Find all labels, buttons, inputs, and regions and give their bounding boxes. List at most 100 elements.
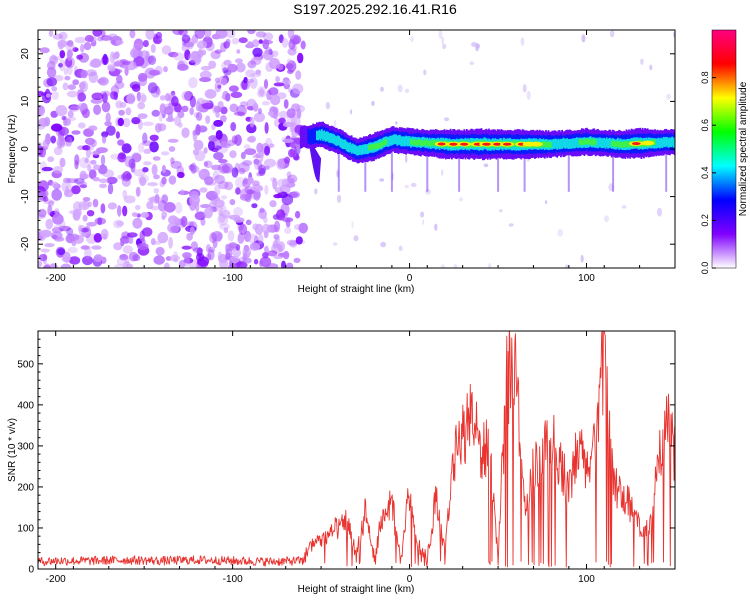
noise-blob [247, 60, 257, 69]
noise-blob [231, 167, 239, 178]
noise-blob [243, 76, 248, 84]
noise-blob [88, 71, 99, 84]
noise-blob [81, 108, 90, 119]
ridge-cyan [659, 138, 661, 149]
ridge-green [376, 143, 379, 150]
ridge-streak [567, 149, 570, 192]
noise-blob [218, 214, 226, 223]
ridge-cyan [354, 144, 357, 154]
noise-blob [180, 189, 185, 196]
noise-blob [135, 204, 141, 211]
ridge-green [623, 141, 625, 148]
noise-blob [189, 194, 201, 207]
noise-blob [44, 263, 51, 268]
faint-speckle [610, 30, 615, 38]
faint-speckle [350, 109, 353, 115]
noise-blob [89, 60, 101, 68]
faint-speckle [398, 245, 403, 251]
noise-blob [276, 209, 286, 221]
noise-blob [262, 101, 270, 106]
noise-blob [38, 180, 49, 192]
noise-blob [161, 176, 167, 185]
noise-blob [242, 246, 252, 258]
noise-blob [44, 116, 51, 127]
noise-blob [129, 30, 136, 39]
noise-blob [287, 30, 295, 40]
noise-blob [84, 34, 94, 43]
noise-blob [292, 155, 300, 161]
noise-blob [149, 141, 159, 153]
colorbar: 0.0 0.2 0.4 0.6 0.8 Normalized spectral ampl… [700, 29, 749, 274]
ridge-green [368, 144, 370, 151]
ridge-cyan [555, 138, 557, 149]
ridge-green [613, 141, 615, 147]
ridge-cyan [344, 139, 347, 149]
faint-speckle [483, 163, 489, 168]
noise-blob [68, 256, 81, 265]
noise-blob [247, 233, 258, 244]
noise-blob [121, 177, 131, 187]
noise-blob [93, 164, 100, 171]
ridge-green [375, 143, 378, 149]
noise-blob [155, 246, 165, 256]
noise-blob [255, 69, 262, 75]
noise-blob [199, 70, 212, 79]
noise-blob [142, 40, 149, 48]
noise-blob [142, 132, 148, 144]
ridge-cyan [348, 143, 350, 153]
noise-blob [148, 55, 157, 66]
faint-speckle [499, 209, 503, 213]
ridge-cyan [558, 139, 561, 150]
noise-blob [168, 146, 176, 152]
noise-blob [77, 92, 86, 102]
ridge-green [433, 140, 436, 146]
noise-blob [50, 54, 57, 64]
noise-blob [133, 169, 146, 177]
noise-blob [278, 110, 289, 119]
spectrogram-ytick-label: -10 [20, 189, 31, 204]
noise-blob [255, 31, 267, 38]
noise-blob [204, 89, 217, 99]
noise-blob [159, 103, 166, 115]
noise-blob [52, 166, 64, 174]
noise-blob [141, 227, 153, 237]
noise-blob [237, 232, 245, 244]
noise-blob [278, 117, 286, 124]
ridge-cyan [407, 136, 410, 147]
noise-blob [42, 139, 50, 150]
noise-blob [282, 121, 293, 128]
noise-blob [199, 77, 212, 83]
noise-blob [199, 187, 208, 193]
noise-blob [261, 223, 272, 234]
noise-blob [283, 99, 289, 109]
spectrogram-xtick-label: 100 [578, 273, 595, 284]
ridge-outer [299, 126, 302, 149]
noise-blob [62, 137, 71, 143]
noise-blob [181, 245, 192, 250]
noise-blob [218, 180, 229, 190]
noise-blob [88, 125, 98, 131]
noise-blob [161, 164, 166, 174]
noise-blob [136, 91, 141, 102]
noise-blob [229, 150, 237, 159]
noise-blob [38, 208, 47, 218]
noise-blob [52, 33, 63, 40]
noise-blob [222, 163, 233, 174]
noise-blob [87, 143, 95, 151]
faint-speckle [580, 33, 586, 43]
noise-blob [181, 105, 189, 113]
spectrogram-xtick-label: -200 [46, 273, 66, 284]
ridge-cyan [386, 136, 389, 147]
ridge-streak [523, 149, 526, 192]
noise-blob [142, 167, 149, 173]
faint-speckle [404, 88, 410, 94]
snr-ytick-label: 100 [17, 523, 34, 534]
ridge-blue [307, 128, 310, 144]
snr-ticks: -200 -100 0 100 0 100 200 300 400 500 [17, 330, 676, 585]
noise-blob [113, 219, 124, 229]
faint-speckle [337, 194, 342, 203]
noise-blob [211, 231, 223, 242]
ridge-cyan [657, 137, 660, 148]
noise-blob [115, 39, 124, 45]
faint-speckle [649, 64, 653, 71]
